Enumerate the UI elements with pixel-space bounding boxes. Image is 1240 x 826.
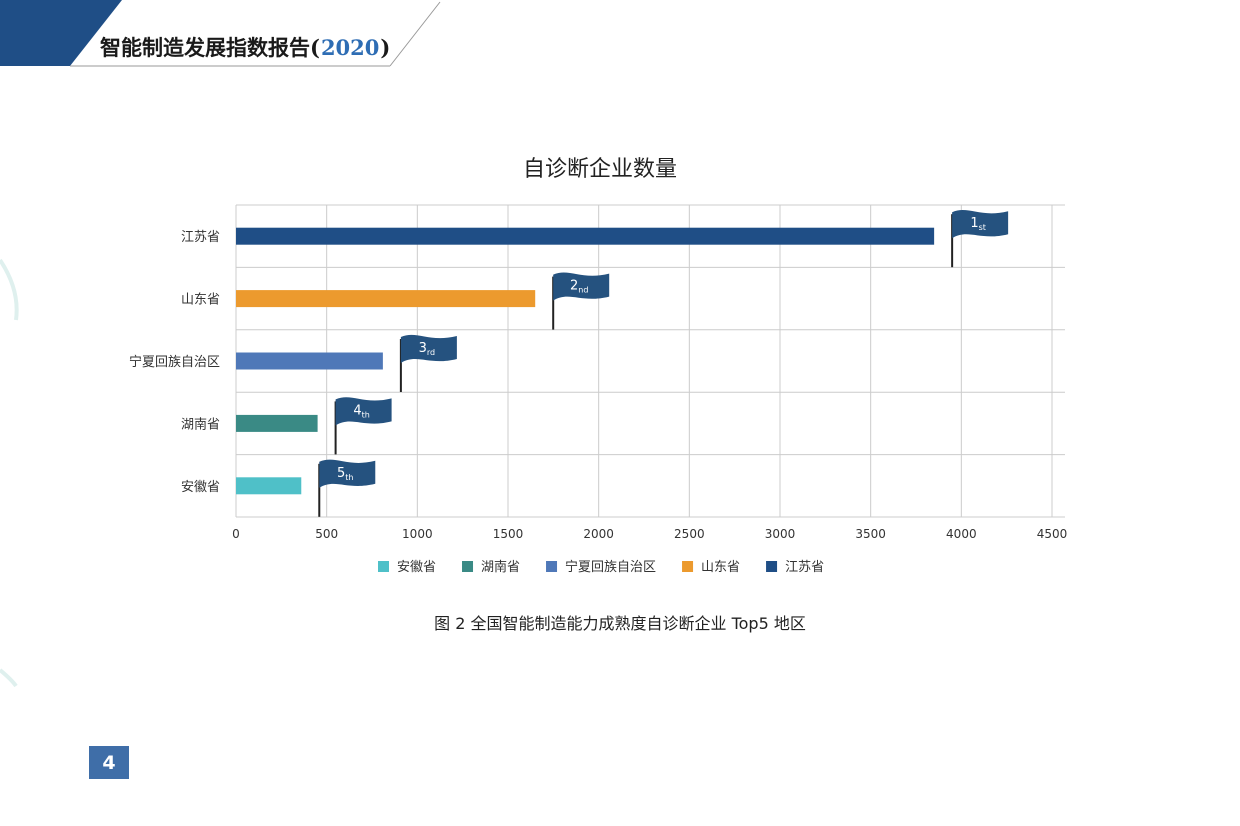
x-tick-label: 4000 [946,527,977,541]
bar-chart: 自诊断企业数量 0 500 1000 1500 2000 2500 3000 3500 4000 4… [129,157,1068,575]
x-tick-label: 2000 [583,527,614,541]
rank-label: 1st [970,216,986,232]
chart-title: 自诊断企业数量 [523,157,677,182]
category-label: 安徽省 [181,480,220,495]
legend-swatch [378,561,389,572]
legend-swatch [462,561,474,572]
category-label: 江苏省 [181,229,220,245]
page-number: 4 [89,746,129,779]
legend-swatch [546,561,558,572]
x-tick-label: 500 [315,527,338,541]
bar [236,352,383,370]
header-band [0,0,441,67]
rank-flag [553,272,610,301]
x-tick-label: 2500 [674,527,705,541]
category-label: 宁夏回族自治区 [129,354,220,370]
report-title-open-paren: ( [310,34,320,60]
figure-caption: 图 2 全国智能制造能力成熟度自诊断企业 Top5 地区 [434,614,806,633]
report-year: 2020 [320,34,380,60]
legend-label: 宁夏回族自治区 [565,559,656,575]
rank-flag [400,334,457,363]
legend-label: 安徽省 [397,560,436,575]
bar [236,477,302,495]
report-title-text: 智能制造发展指数报告 [100,35,310,60]
rank-flag [319,459,376,488]
x-tick-label: 1000 [402,527,433,541]
rank-flag [335,397,392,426]
report-title: 智能制造发展指数报告 ( 2020 ) [100,30,390,64]
rank-label: 2nd [570,279,588,295]
rank-flag [952,210,1009,239]
legend-label: 湖南省 [481,559,520,575]
bar [236,290,536,308]
report-title-close-paren: ) [380,34,391,60]
x-tick-label: 3000 [765,527,796,541]
x-tick-label: 3500 [855,527,886,541]
x-tick-label: 4500 [1037,527,1068,541]
legend-label: 山东省 [701,560,740,575]
x-tick-label: 0 [232,527,240,541]
bar [236,227,935,245]
legend-label: 江苏省 [785,559,824,575]
category-label: 山东省 [181,293,220,308]
x-tick-label: 1500 [493,527,524,541]
rank-label: 4th [353,403,370,419]
left-edge-decoration [0,258,19,688]
bar [236,414,318,432]
category-label: 湖南省 [181,416,220,432]
legend-swatch [682,561,694,572]
rank-label: 5th [337,466,354,482]
rank-label: 3rd [419,341,436,357]
legend-swatch [766,561,778,572]
